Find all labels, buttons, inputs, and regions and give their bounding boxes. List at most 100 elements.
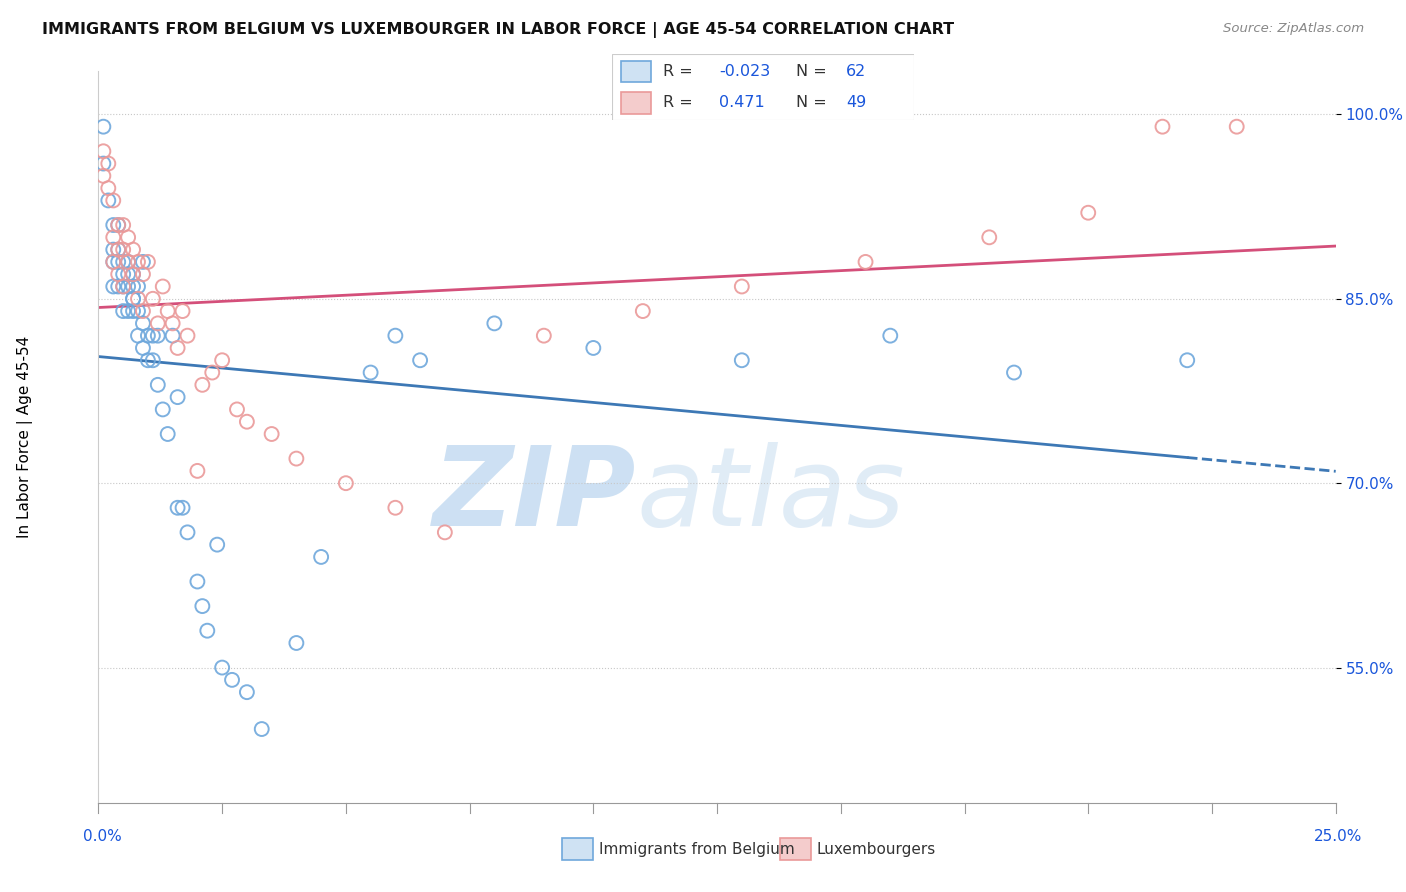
Text: 49: 49 [846, 95, 866, 110]
Point [195, 624, 218, 638]
Point [132, 317, 155, 331]
Point [142, 353, 165, 368]
Text: IMMIGRANTS FROM BELGIUM VS LUXEMBOURGER IN LABOR FORCE | AGE 45-54 CORRELATION C: IMMIGRANTS FROM BELGIUM VS LUXEMBOURGER … [42, 22, 955, 38]
Point [93, 120, 115, 134]
Text: atlas: atlas [637, 442, 905, 549]
Point [236, 415, 259, 429]
Point [127, 328, 149, 343]
Point [731, 279, 754, 293]
Point [221, 673, 243, 687]
Point [103, 255, 125, 269]
Point [142, 292, 165, 306]
Point [166, 341, 188, 355]
Point [1152, 120, 1174, 134]
Point [191, 377, 214, 392]
Point [112, 267, 135, 281]
Point [1175, 353, 1198, 368]
Point [211, 353, 233, 368]
Point [132, 255, 155, 269]
Point [335, 476, 357, 491]
Point [186, 574, 208, 589]
Point [186, 464, 208, 478]
Point [127, 279, 149, 293]
Point [132, 304, 155, 318]
Point [979, 230, 1001, 244]
Point [122, 292, 145, 306]
Point [731, 353, 754, 368]
Point [136, 255, 159, 269]
Point [112, 255, 135, 269]
Point [879, 328, 901, 343]
Point [162, 317, 184, 331]
Point [1077, 205, 1099, 219]
Text: 62: 62 [846, 63, 866, 78]
Text: -0.023: -0.023 [718, 63, 770, 78]
Point [93, 169, 115, 183]
Point [136, 328, 159, 343]
Text: ZIP: ZIP [433, 442, 637, 549]
Text: In Labor Force | Age 45-54: In Labor Force | Age 45-54 [17, 336, 34, 538]
Point [93, 145, 115, 159]
Point [582, 341, 605, 355]
Point [1002, 366, 1025, 380]
Point [103, 230, 125, 244]
Point [112, 218, 135, 232]
Point [97, 181, 120, 195]
Point [211, 660, 233, 674]
Point [152, 402, 174, 417]
Text: N =: N = [796, 95, 832, 110]
Point [136, 353, 159, 368]
Point [156, 427, 179, 442]
Point [201, 366, 224, 380]
Text: Immigrants from Belgium: Immigrants from Belgium [599, 842, 794, 856]
Point [146, 377, 169, 392]
Text: 0.0%: 0.0% [83, 830, 122, 844]
Point [855, 255, 877, 269]
Point [103, 255, 125, 269]
Point [166, 390, 188, 404]
Point [107, 255, 129, 269]
Point [191, 599, 214, 613]
Point [127, 304, 149, 318]
Point [236, 685, 259, 699]
Point [142, 328, 165, 343]
Point [384, 500, 406, 515]
Point [112, 304, 135, 318]
Point [93, 156, 115, 170]
Text: 0.471: 0.471 [718, 95, 765, 110]
Point [132, 267, 155, 281]
Point [107, 243, 129, 257]
Point [122, 304, 145, 318]
Point [107, 243, 129, 257]
Point [433, 525, 456, 540]
Point [103, 194, 125, 208]
Point [103, 243, 125, 257]
Point [122, 267, 145, 281]
Point [107, 218, 129, 232]
Point [176, 525, 198, 540]
Point [384, 328, 406, 343]
Text: R =: R = [664, 95, 697, 110]
Point [122, 279, 145, 293]
Point [112, 243, 135, 257]
Point [117, 255, 139, 269]
Point [631, 304, 654, 318]
Point [309, 549, 332, 564]
Text: Source: ZipAtlas.com: Source: ZipAtlas.com [1223, 22, 1364, 36]
FancyBboxPatch shape [620, 93, 651, 114]
Point [97, 156, 120, 170]
Point [107, 267, 129, 281]
Point [146, 328, 169, 343]
Point [107, 218, 129, 232]
Point [205, 538, 228, 552]
Point [97, 194, 120, 208]
Text: 25.0%: 25.0% [1315, 830, 1362, 844]
Point [176, 328, 198, 343]
Point [484, 317, 506, 331]
Point [107, 279, 129, 293]
Point [122, 267, 145, 281]
Point [117, 267, 139, 281]
Point [122, 243, 145, 257]
Point [117, 279, 139, 293]
Point [360, 366, 382, 380]
